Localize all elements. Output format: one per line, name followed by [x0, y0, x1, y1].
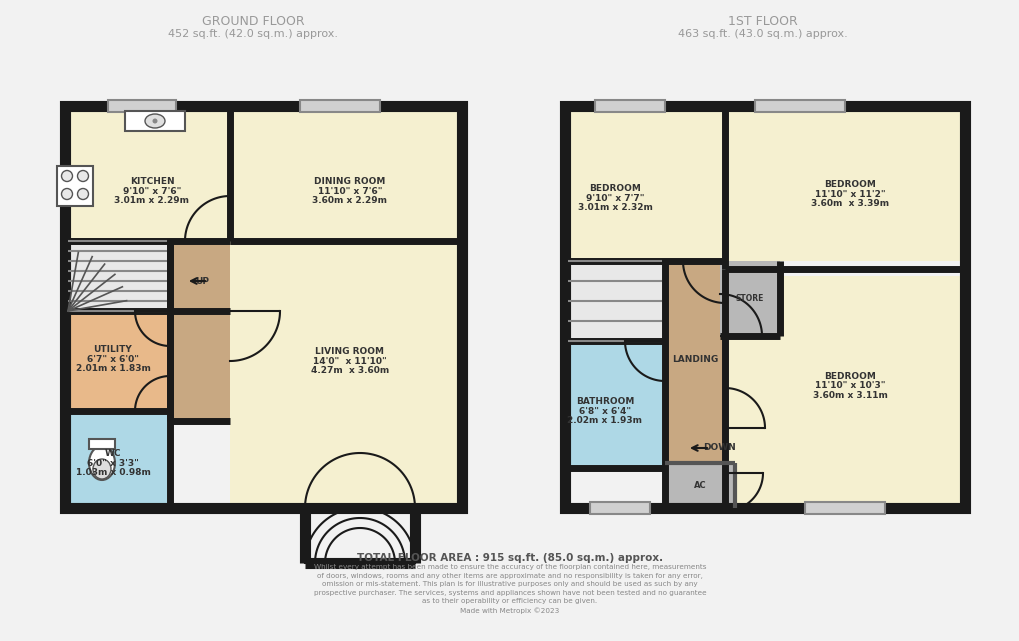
Ellipse shape	[93, 459, 111, 479]
Circle shape	[77, 188, 89, 199]
Bar	[725, 276, 964, 508]
Bar	[719, 261, 780, 336]
Bar	[125, 111, 184, 131]
Bar	[754, 100, 844, 112]
Text: 11'10" x 11'2": 11'10" x 11'2"	[814, 190, 884, 199]
Text: 1ST FLOOR: 1ST FLOOR	[728, 15, 797, 28]
Text: LIVING ROOM: LIVING ROOM	[315, 347, 384, 356]
Text: 4.27m  x 3.60m: 4.27m x 3.60m	[311, 366, 388, 375]
Text: 3.60m x 3.11m: 3.60m x 3.11m	[812, 391, 887, 400]
Bar	[89, 439, 115, 449]
Text: 9'10" x 7'7": 9'10" x 7'7"	[585, 194, 644, 203]
Text: GROUND FLOOR: GROUND FLOOR	[202, 15, 304, 28]
Bar	[664, 261, 725, 508]
Bar	[229, 106, 462, 508]
Text: TOTAL FLOOR AREA : 915 sq.ft. (85.0 sq.m.) approx.: TOTAL FLOOR AREA : 915 sq.ft. (85.0 sq.m…	[357, 553, 662, 563]
Text: 3.01m x 2.32m: 3.01m x 2.32m	[577, 203, 652, 212]
Text: UTILITY: UTILITY	[94, 345, 132, 354]
Text: 2.02m x 1.93m: 2.02m x 1.93m	[567, 416, 642, 425]
Circle shape	[153, 119, 157, 124]
Text: 9'10" x 7'6": 9'10" x 7'6"	[122, 187, 181, 196]
Text: AC: AC	[693, 481, 705, 490]
Circle shape	[61, 171, 72, 181]
Text: WC: WC	[105, 449, 121, 458]
Bar	[589, 502, 649, 514]
Text: 3.60m x 2.29m: 3.60m x 2.29m	[312, 196, 387, 205]
Bar	[804, 502, 884, 514]
Text: 6'0" x 3'3": 6'0" x 3'3"	[87, 458, 139, 467]
Bar	[65, 311, 170, 411]
Text: 14'0"  x 11'10": 14'0" x 11'10"	[313, 356, 386, 365]
Bar	[565, 341, 664, 468]
Text: 3.60m  x 3.39m: 3.60m x 3.39m	[810, 199, 889, 208]
Text: LANDING: LANDING	[672, 355, 717, 364]
Text: UP: UP	[195, 276, 209, 285]
Bar	[65, 106, 229, 241]
Bar	[565, 261, 725, 341]
Bar	[170, 241, 229, 421]
Bar	[65, 241, 229, 311]
Bar	[594, 100, 664, 112]
Text: 463 sq.ft. (43.0 sq.m.) approx.: 463 sq.ft. (43.0 sq.m.) approx.	[678, 29, 847, 39]
Circle shape	[77, 171, 89, 181]
Bar	[65, 106, 462, 508]
Bar	[305, 508, 415, 563]
Text: 11'10" x 10'3": 11'10" x 10'3"	[814, 381, 884, 390]
Text: 1.03m x 0.98m: 1.03m x 0.98m	[75, 468, 150, 478]
Bar	[725, 106, 964, 261]
Bar	[565, 106, 725, 261]
Bar	[300, 100, 380, 112]
Text: DOWN: DOWN	[702, 444, 735, 453]
Bar	[664, 463, 735, 508]
Bar	[65, 411, 170, 508]
Text: KITCHEN: KITCHEN	[129, 177, 174, 186]
Text: 452 sq.ft. (42.0 sq.m.) approx.: 452 sq.ft. (42.0 sq.m.) approx.	[168, 29, 337, 39]
Text: Whilst every attempt has been made to ensure the accuracy of the floorplan conta: Whilst every attempt has been made to en…	[314, 564, 705, 613]
Text: STORE: STORE	[735, 294, 763, 303]
Ellipse shape	[89, 446, 115, 480]
Text: BEDROOM: BEDROOM	[589, 184, 640, 193]
Bar	[108, 100, 176, 112]
Text: 3.01m x 2.29m: 3.01m x 2.29m	[114, 196, 190, 205]
Text: BEDROOM: BEDROOM	[823, 372, 875, 381]
Circle shape	[61, 188, 72, 199]
Text: 6'7" x 6'0": 6'7" x 6'0"	[87, 354, 139, 363]
Ellipse shape	[145, 114, 165, 128]
Text: 6'8" x 6'4": 6'8" x 6'4"	[579, 406, 631, 415]
Text: BEDROOM: BEDROOM	[823, 179, 875, 188]
Text: 11'10" x 7'6": 11'10" x 7'6"	[318, 187, 382, 196]
Bar	[565, 106, 964, 508]
Bar	[57, 166, 93, 206]
Text: BATHROOM: BATHROOM	[576, 397, 634, 406]
Text: DINING ROOM: DINING ROOM	[314, 177, 385, 186]
Text: 2.01m x 1.83m: 2.01m x 1.83m	[75, 364, 150, 373]
